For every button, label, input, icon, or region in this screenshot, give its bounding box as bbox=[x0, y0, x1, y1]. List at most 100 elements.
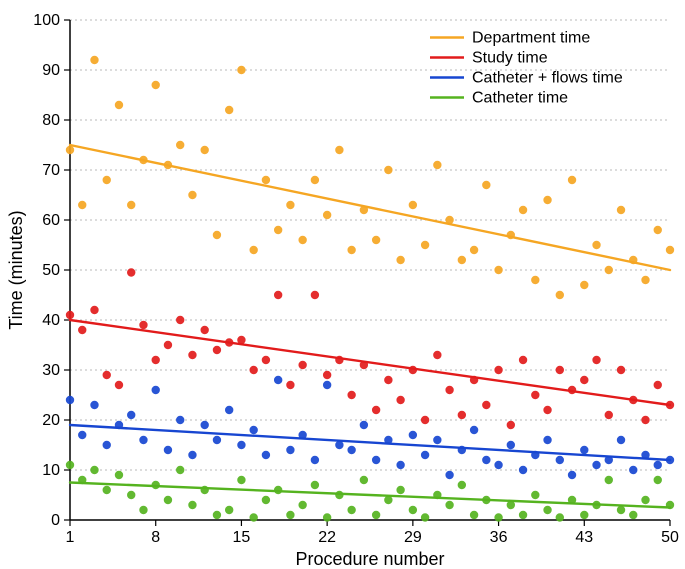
data-point bbox=[617, 366, 625, 374]
x-tick-label: 22 bbox=[318, 529, 336, 546]
data-point bbox=[347, 391, 355, 399]
data-point bbox=[103, 371, 111, 379]
data-point bbox=[311, 291, 319, 299]
data-point bbox=[384, 376, 392, 384]
y-tick-label: 30 bbox=[42, 362, 60, 379]
data-point bbox=[139, 321, 147, 329]
data-point bbox=[262, 356, 270, 364]
data-point bbox=[580, 511, 588, 519]
data-point bbox=[445, 386, 453, 394]
data-point bbox=[360, 476, 368, 484]
y-tick-label: 100 bbox=[33, 12, 60, 29]
data-point bbox=[262, 176, 270, 184]
data-point bbox=[237, 441, 245, 449]
data-point bbox=[519, 466, 527, 474]
data-point bbox=[213, 436, 221, 444]
data-point bbox=[445, 471, 453, 479]
data-point bbox=[629, 466, 637, 474]
data-point bbox=[103, 176, 111, 184]
data-point bbox=[592, 461, 600, 469]
data-point bbox=[188, 191, 196, 199]
data-point bbox=[568, 471, 576, 479]
data-point bbox=[421, 451, 429, 459]
data-point bbox=[115, 471, 123, 479]
data-point bbox=[176, 466, 184, 474]
data-point bbox=[176, 416, 184, 424]
data-point bbox=[66, 461, 74, 469]
data-point bbox=[641, 416, 649, 424]
data-point bbox=[396, 396, 404, 404]
data-point bbox=[213, 346, 221, 354]
data-point bbox=[311, 481, 319, 489]
y-tick-label: 40 bbox=[42, 312, 60, 329]
data-point bbox=[507, 441, 515, 449]
data-point bbox=[164, 341, 172, 349]
data-point bbox=[458, 481, 466, 489]
data-point bbox=[78, 326, 86, 334]
data-point bbox=[580, 281, 588, 289]
data-point bbox=[213, 231, 221, 239]
data-point bbox=[127, 491, 135, 499]
data-point bbox=[605, 411, 613, 419]
data-point bbox=[531, 391, 539, 399]
data-point bbox=[654, 226, 662, 234]
data-point bbox=[617, 436, 625, 444]
data-point bbox=[433, 161, 441, 169]
legend-label: Catheter time bbox=[472, 90, 568, 107]
data-point bbox=[617, 206, 625, 214]
data-point bbox=[237, 66, 245, 74]
data-point bbox=[531, 276, 539, 284]
data-point bbox=[152, 81, 160, 89]
data-point bbox=[605, 476, 613, 484]
data-point bbox=[323, 381, 331, 389]
data-point bbox=[127, 268, 135, 276]
data-point bbox=[494, 266, 502, 274]
data-point bbox=[90, 401, 98, 409]
data-point bbox=[274, 376, 282, 384]
data-point bbox=[176, 316, 184, 324]
data-point bbox=[531, 491, 539, 499]
data-point bbox=[409, 201, 417, 209]
data-point bbox=[421, 416, 429, 424]
data-point bbox=[372, 406, 380, 414]
data-point bbox=[556, 513, 564, 521]
data-point bbox=[139, 436, 147, 444]
data-point bbox=[274, 226, 282, 234]
data-point bbox=[421, 241, 429, 249]
data-point bbox=[298, 501, 306, 509]
data-point bbox=[237, 476, 245, 484]
data-point bbox=[494, 461, 502, 469]
data-point bbox=[66, 146, 74, 154]
data-point bbox=[654, 381, 662, 389]
data-point bbox=[470, 426, 478, 434]
data-point bbox=[519, 511, 527, 519]
data-point bbox=[482, 181, 490, 189]
data-point bbox=[654, 476, 662, 484]
data-point bbox=[372, 456, 380, 464]
data-point bbox=[409, 431, 417, 439]
data-point bbox=[249, 426, 257, 434]
data-point bbox=[78, 431, 86, 439]
data-point bbox=[188, 501, 196, 509]
data-point bbox=[396, 256, 404, 264]
data-point bbox=[66, 396, 74, 404]
data-point bbox=[580, 446, 588, 454]
y-tick-label: 80 bbox=[42, 112, 60, 129]
data-point bbox=[654, 461, 662, 469]
data-point bbox=[262, 496, 270, 504]
data-point bbox=[494, 513, 502, 521]
data-point bbox=[164, 446, 172, 454]
data-point bbox=[152, 386, 160, 394]
data-point bbox=[372, 236, 380, 244]
data-point bbox=[556, 456, 564, 464]
data-point bbox=[115, 101, 123, 109]
data-point bbox=[103, 486, 111, 494]
data-point bbox=[249, 366, 257, 374]
data-point bbox=[396, 461, 404, 469]
data-point bbox=[519, 356, 527, 364]
y-tick-label: 70 bbox=[42, 162, 60, 179]
data-point bbox=[433, 351, 441, 359]
data-point bbox=[176, 141, 184, 149]
x-tick-label: 43 bbox=[575, 529, 593, 546]
data-point bbox=[360, 421, 368, 429]
